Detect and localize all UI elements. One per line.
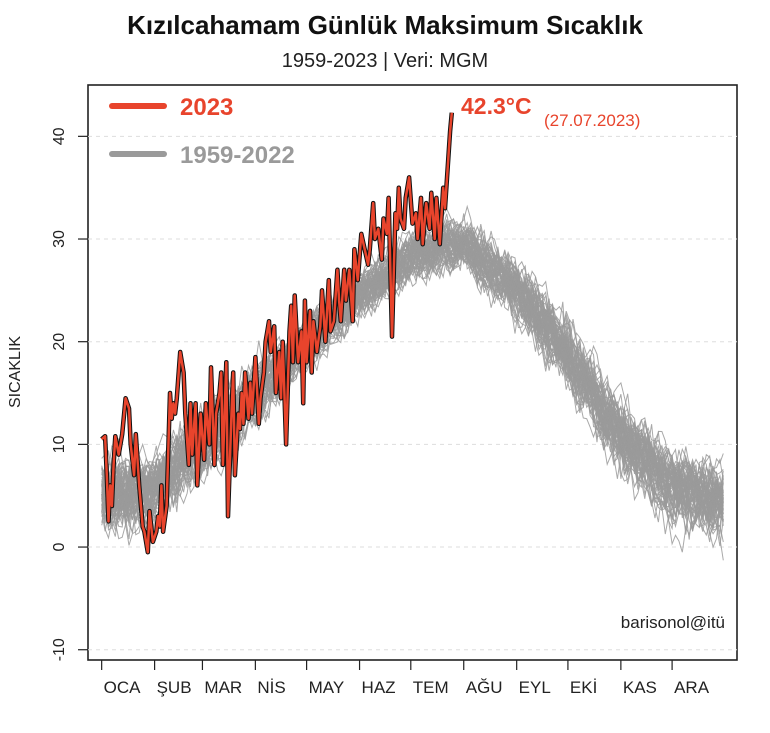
chart-subtitle: 1959-2023 | Veri: MGM <box>281 50 489 72</box>
y-axis-label: SICAKLIK <box>7 336 24 408</box>
x-tick-label: AĞU <box>466 678 503 697</box>
x-tick-label: MAR <box>204 678 242 697</box>
x-tick-label: ŞUB <box>157 678 192 697</box>
x-tick-label: NİS <box>257 678 285 697</box>
max-value-label: 42.3°C <box>461 93 532 119</box>
y-tick-label: 40 <box>51 127 68 145</box>
x-tick-label: TEM <box>413 678 449 697</box>
y-tick-label: 30 <box>51 230 68 248</box>
x-tick-label: OCA <box>104 678 141 697</box>
x-tick-label: MAY <box>309 678 345 697</box>
credit-label: barisonol@itü <box>621 613 725 632</box>
current-year-line <box>100 112 455 555</box>
x-tick-label: KAS <box>623 678 657 697</box>
legend-label-history: 1959-2022 <box>180 142 295 169</box>
max-annotation: 42.3°C (27.07.2023) <box>461 93 640 130</box>
x-tick-label: EYL <box>519 678 551 697</box>
y-tick-label: 20 <box>51 333 68 351</box>
axes: -10 0 10 20 30 40 OCA ŞUB MAR NİS MAY HAZ TEM AĞU EYL E… <box>51 127 710 697</box>
chart-title: Kızılcahamam Günlük Maksimum Sıcaklık <box>127 10 643 40</box>
max-date-label: (27.07.2023) <box>544 111 640 130</box>
y-tick-label: 0 <box>51 543 68 552</box>
legend-label-2023: 2023 <box>180 94 233 121</box>
x-tick-label: EKİ <box>570 678 597 697</box>
y-tick-label: 10 <box>51 435 68 453</box>
x-tick-label: HAZ <box>362 678 396 697</box>
legend: 2023 1959-2022 <box>109 94 295 169</box>
x-tick-label: ARA <box>674 678 710 697</box>
current-line <box>100 112 454 554</box>
y-tick-label: -10 <box>51 638 68 661</box>
plot-frame <box>87 84 738 661</box>
